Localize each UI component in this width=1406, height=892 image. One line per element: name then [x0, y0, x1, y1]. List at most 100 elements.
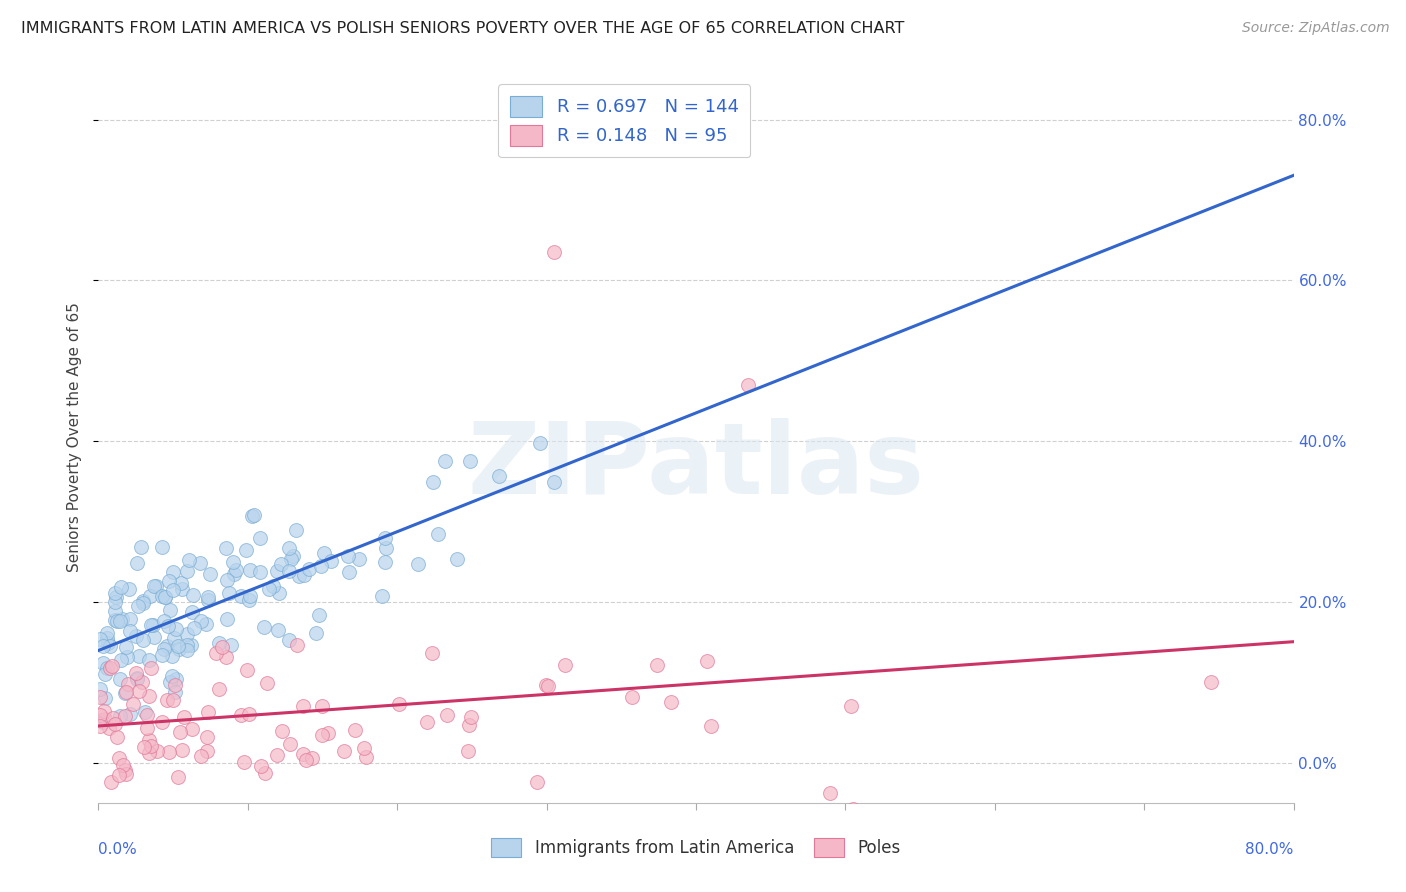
Point: [215, 613, 238, 627]
Point: [160, 669, 183, 683]
Text: ZIPatlas: ZIPatlas: [468, 417, 924, 515]
Point: [179, 553, 201, 567]
Point: [114, 640, 136, 655]
Point: [291, 698, 314, 713]
Point: [285, 638, 308, 652]
Point: [93, 704, 115, 718]
Point: [108, 672, 131, 686]
Point: [150, 540, 173, 554]
Point: [98, 640, 121, 654]
Point: [122, 697, 145, 711]
Point: [170, 743, 193, 757]
Point: [211, 640, 233, 655]
Point: [188, 556, 211, 570]
Point: [370, 589, 392, 603]
Point: [271, 724, 294, 739]
Point: [319, 553, 342, 567]
Point: [162, 565, 184, 579]
Point: [645, 658, 668, 673]
Point: [165, 672, 187, 686]
Point: [108, 708, 131, 723]
Point: [115, 684, 138, 698]
Point: [1201, 675, 1223, 690]
Point: [141, 661, 163, 675]
Point: [89, 707, 111, 722]
Point: [139, 739, 162, 753]
Point: [270, 557, 292, 571]
Point: [235, 543, 257, 558]
Point: [160, 648, 183, 663]
Point: [249, 565, 271, 579]
Point: [112, 757, 135, 772]
Point: [262, 579, 284, 593]
Point: [107, 751, 129, 765]
Point: [104, 594, 127, 608]
Point: [215, 649, 238, 664]
Point: [280, 552, 302, 566]
Point: [415, 714, 437, 729]
Point: [233, 756, 256, 770]
Text: 80.0%: 80.0%: [1246, 842, 1294, 856]
Point: [96, 625, 118, 640]
Point: [238, 707, 260, 722]
Point: [163, 678, 186, 692]
Point: [349, 551, 371, 566]
Point: [128, 649, 150, 664]
Point: [94, 691, 117, 706]
Point: [167, 770, 190, 784]
Text: Source: ZipAtlas.com: Source: ZipAtlas.com: [1241, 21, 1389, 35]
Point: [194, 617, 217, 632]
Point: [97, 635, 120, 649]
Point: [333, 744, 356, 758]
Point: [257, 582, 280, 596]
Point: [162, 583, 184, 598]
Point: [700, 719, 723, 733]
Point: [197, 593, 219, 607]
Point: [278, 738, 301, 752]
Point: [91, 715, 114, 730]
Point: [277, 541, 299, 555]
Point: [159, 574, 181, 589]
Point: [107, 614, 129, 628]
Point: [159, 603, 181, 617]
Point: [118, 624, 141, 638]
Point: [621, 690, 644, 705]
Point: [190, 614, 212, 628]
Point: [240, 508, 263, 523]
Y-axis label: Seniors Poverty Over the Age of 65: Seniors Poverty Over the Age of 65: [67, 302, 83, 572]
Point: [159, 674, 181, 689]
Point: [269, 586, 291, 600]
Point: [142, 618, 165, 632]
Point: [117, 677, 139, 691]
Point: [105, 730, 128, 744]
Point: [125, 666, 148, 681]
Point: [215, 574, 238, 588]
Point: [256, 676, 278, 690]
Point: [157, 619, 180, 633]
Point: [659, 695, 682, 709]
Point: [529, 435, 551, 450]
Point: [101, 658, 124, 673]
Text: IMMIGRANTS FROM LATIN AMERICA VS POLISH SENIORS POVERTY OVER THE AGE OF 65 CORRE: IMMIGRANTS FROM LATIN AMERICA VS POLISH …: [21, 21, 904, 36]
Point: [131, 633, 153, 648]
Point: [120, 612, 142, 626]
Point: [118, 706, 141, 721]
Point: [195, 730, 218, 744]
Point: [152, 614, 174, 628]
Point: [249, 532, 271, 546]
Point: [820, 786, 842, 800]
Point: [131, 674, 153, 689]
Point: [554, 657, 576, 672]
Point: [152, 589, 174, 603]
Point: [131, 596, 153, 610]
Point: [239, 564, 262, 578]
Point: [292, 567, 315, 582]
Point: [374, 531, 396, 545]
Point: [110, 580, 132, 594]
Point: [139, 589, 162, 603]
Point: [488, 469, 510, 483]
Point: [308, 608, 330, 623]
Point: [176, 626, 198, 640]
Point: [200, 566, 222, 581]
Legend: Immigrants from Latin America, Poles: Immigrants from Latin America, Poles: [485, 831, 907, 864]
